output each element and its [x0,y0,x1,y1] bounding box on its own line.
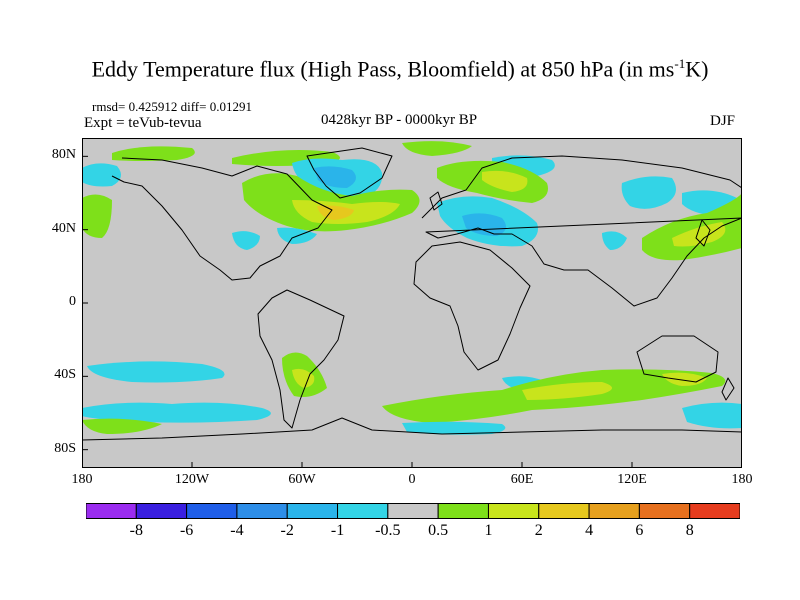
contour-fill [317,205,354,220]
colorbar-box [186,503,238,519]
y-tick-label: 40N [51,220,76,236]
contour-fill [82,418,162,434]
contour-fill [87,361,225,383]
plot-title: Eddy Temperature flux (High Pass, Bloomf… [0,56,800,82]
coastline-greenland [306,147,393,199]
colorbar-label: 6 [635,522,644,539]
colorbar-label: 4 [585,522,594,539]
x-tick-label: 180 [731,472,753,487]
y-tick-label: 0 [69,294,76,309]
contour-fill [402,421,506,435]
period-label: 0428kyr BP - 0000kyr BP [321,112,478,128]
colorbar-box [538,503,590,519]
colorbar-box [387,503,439,519]
contour-fill [82,163,121,187]
colorbar-label: 8 [685,522,694,539]
stats-text: rmsd= 0.425912 diff= 0.01291 [92,99,252,114]
contour-fill [522,382,612,400]
colorbar-box [286,503,339,519]
contour-fill [621,176,676,209]
experiment-label: Expt = teVub-tevua [84,115,202,131]
coastline-north-america [111,157,333,281]
colorbar-box [86,503,137,519]
map-panel [82,138,742,468]
colorbar-box [337,503,389,519]
colorbar-box [437,503,489,519]
season-label: DJF [710,113,736,129]
contour-fill [82,402,271,423]
colorbar-label: -6 [179,522,194,539]
y-tick-label: 80S [54,440,76,456]
coastline-south-america [257,289,345,429]
colorbar-label: 0.5 [428,522,449,539]
colorbar-box [689,503,740,519]
colorbar-box [236,503,288,519]
coastline-eurasia [421,155,742,307]
contour-fill [314,166,356,188]
colorbar-label: -8 [129,522,143,539]
flux-contours [82,141,742,435]
title-superscript: -1 [674,56,686,71]
x-tick-label: 60W [288,472,316,487]
contour-fill [642,193,742,261]
axis-ticks [82,155,742,468]
colorbar-box [588,503,640,519]
x-tick-label: 120E [617,472,647,487]
y-tick-label: 40S [54,367,76,383]
contour-fill [672,222,726,247]
coastline-australia [636,335,719,383]
contour-fill [232,231,260,250]
coastline-africa [413,241,531,371]
colorbar-box [487,503,540,519]
colorbar-box [135,503,188,519]
contour-fill [112,146,195,161]
contour-fill [292,368,315,388]
colorbar-label: 1 [484,522,493,539]
contour-fill [682,402,742,429]
coastlines [82,147,742,441]
colorbar-label: -4 [230,522,244,539]
coastline-antarctica [82,417,742,441]
contour-fill [602,231,627,250]
contour-fill [82,194,112,238]
x-tick-label: 180 [71,472,93,487]
coastline-uk [429,191,443,211]
contour-fill [482,170,528,192]
title-text: Eddy Temperature flux (High Pass, Bloomf… [91,56,675,82]
x-tick-label: 0 [408,472,416,487]
x-tick-label: 60E [510,472,534,487]
contour-fill [402,141,472,156]
x-tick-label: 120W [174,472,210,487]
colorbar-label: -1 [330,522,345,539]
y-tick-label: 80N [51,147,76,163]
colorbar-box [638,503,691,519]
colorbar-label: -0.5 [375,522,401,539]
colorbar-label: -2 [280,522,294,539]
contour-fill [662,372,707,386]
colorbar-label: 2 [534,522,543,539]
coastline-new-zealand [721,377,735,401]
title-text-end: K) [685,56,709,82]
colorbar [86,503,740,519]
coastline-japan [695,219,711,247]
